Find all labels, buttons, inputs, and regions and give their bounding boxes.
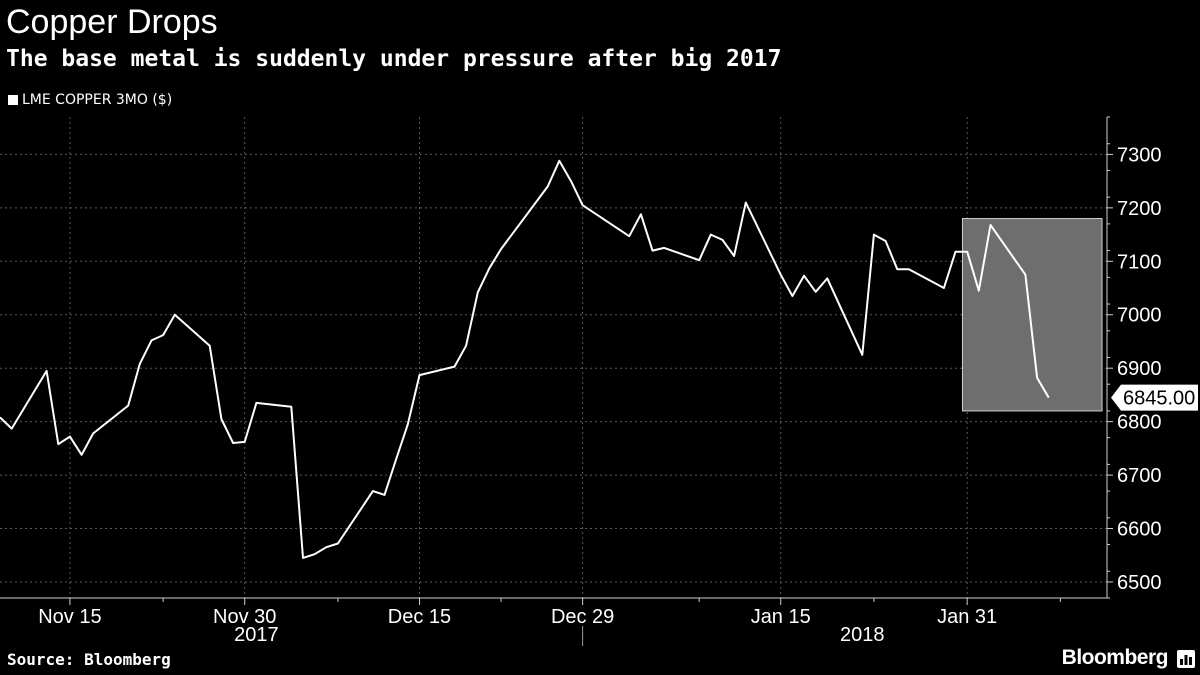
x-tick-label: Nov 30	[213, 606, 276, 628]
legend: LME COPPER 3MO ($)	[8, 92, 172, 108]
legend-label: LME COPPER 3MO ($)	[22, 92, 173, 108]
y-tick-label: 6800	[1117, 412, 1162, 434]
last-value-label: 6845.00	[1123, 388, 1195, 410]
chart-subtitle: The base metal is suddenly under pressur…	[6, 46, 782, 72]
x-tick-label: Dec 15	[388, 606, 451, 628]
chart-title: Copper Drops	[6, 3, 218, 41]
series-line	[0, 159, 1050, 559]
last-value-callout	[1111, 384, 1198, 411]
y-tick-label: 6700	[1117, 465, 1162, 487]
x-tick-label: Jan 15	[751, 606, 811, 628]
y-tick-label: 7300	[1117, 144, 1162, 166]
y-tick-label: 7200	[1117, 198, 1162, 220]
source-note: Source: Bloomberg	[7, 650, 171, 669]
brand-logo: Bloomberg	[1061, 646, 1169, 669]
x-tick-label: Jan 31	[937, 606, 997, 628]
highlight-box	[961, 218, 1103, 412]
legend-swatch	[8, 95, 18, 105]
x-tick-label: Dec 29	[551, 606, 614, 628]
year-label: 2017	[234, 624, 279, 646]
bloomberg-terminal-icon	[1177, 650, 1195, 668]
y-tick-label: 7100	[1117, 251, 1162, 273]
y-tick-label: 6600	[1117, 519, 1162, 541]
year-label: 2018	[840, 624, 885, 646]
y-tick-label: 6500	[1117, 572, 1162, 594]
x-tick-label: Nov 15	[38, 606, 101, 628]
y-tick-label: 7000	[1117, 305, 1162, 327]
y-tick-label: 6900	[1117, 358, 1162, 380]
